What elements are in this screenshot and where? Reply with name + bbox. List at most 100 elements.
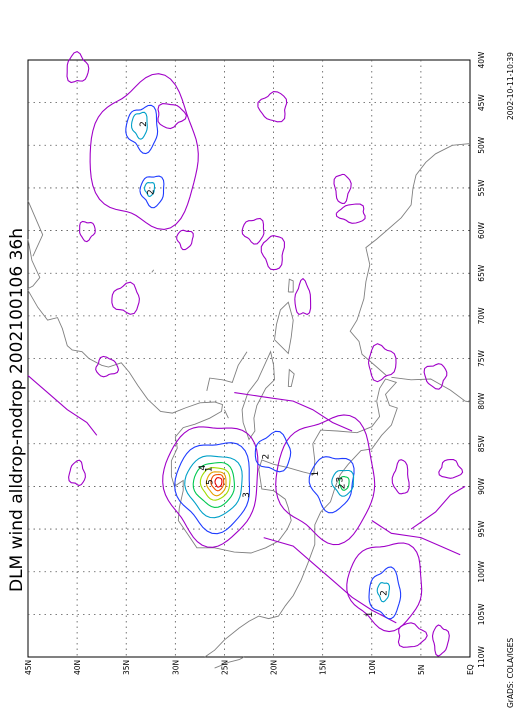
coastline xyxy=(27,143,471,669)
lat-tick-label: 20N xyxy=(270,660,279,675)
lon-tick-label: 80W xyxy=(477,392,486,410)
contour-value-label: 2 xyxy=(262,454,272,460)
contour-line xyxy=(210,473,225,492)
contour-value-label: 1 xyxy=(205,467,215,473)
contour-line xyxy=(275,414,376,546)
contour-line xyxy=(68,459,86,487)
contour-line xyxy=(199,467,231,501)
contour-line xyxy=(157,103,187,130)
contour-line xyxy=(346,542,423,633)
lat-tick-label: EQ xyxy=(466,664,475,675)
contour-line xyxy=(431,624,450,657)
contour-line xyxy=(376,582,390,603)
coastline-segment xyxy=(223,409,229,419)
contour-line xyxy=(162,426,259,548)
contour-value-label: 1 xyxy=(311,471,321,477)
contour-line xyxy=(241,217,265,245)
contour-value-label: 4 xyxy=(198,465,208,471)
contour-line xyxy=(174,442,251,535)
contour-line xyxy=(89,73,199,230)
lon-tick-label: 75W xyxy=(477,349,486,367)
contour-line xyxy=(260,235,285,271)
contour-line xyxy=(335,203,366,224)
contour-value-label: 1 xyxy=(365,612,375,618)
contour-line xyxy=(27,375,98,436)
contour-line xyxy=(257,91,288,123)
coastline-segment xyxy=(27,200,44,257)
coastline-segment xyxy=(151,269,155,273)
contour-line xyxy=(192,461,235,508)
lon-tick-label: 55W xyxy=(477,179,486,197)
contour-line xyxy=(95,355,120,378)
contour-line xyxy=(367,343,397,383)
contour-line xyxy=(214,477,223,488)
contour-line xyxy=(308,456,355,514)
lon-tick-label: 85W xyxy=(477,435,486,453)
lat-tick-label: 10N xyxy=(368,660,377,675)
coastline-segment xyxy=(241,350,275,441)
lat-tick-label: 25N xyxy=(220,660,229,675)
map-title: DLM wind alldrop-nodrop 2002100106 36h xyxy=(7,228,27,592)
lat-tick-label: 45N xyxy=(24,660,33,675)
contour-line xyxy=(143,182,156,198)
latitude-labels: 45N 40N 35N 30N 25N 20N 15N 10N 5N EQ xyxy=(24,660,475,675)
wind-difference-contours xyxy=(27,50,466,657)
contour-value-label: 2 xyxy=(147,189,157,195)
coastline-segment xyxy=(214,656,245,669)
contour-value-label: 3 xyxy=(335,477,345,483)
contour-line xyxy=(79,220,96,243)
lon-tick-label: 45W xyxy=(477,94,486,112)
contour-line xyxy=(391,459,410,495)
contour-line xyxy=(184,455,243,519)
contour-line xyxy=(111,281,140,315)
lon-tick-label: 90W xyxy=(477,477,486,495)
lon-tick-label: 110W xyxy=(477,646,486,668)
contour-line xyxy=(125,104,159,155)
lon-tick-label: 70W xyxy=(477,307,486,325)
coastline-segment xyxy=(274,301,294,355)
contour-line xyxy=(234,392,353,432)
lat-tick-label: 40N xyxy=(73,660,82,675)
contour-line xyxy=(331,469,355,497)
contour-line xyxy=(176,229,194,251)
contour-line xyxy=(423,363,448,390)
lon-tick-label: 65W xyxy=(477,264,486,282)
contour-line xyxy=(371,520,461,556)
grid-lines xyxy=(28,60,470,657)
contour-value-label: 5 xyxy=(206,479,216,485)
coastline-segment xyxy=(287,278,294,293)
contour-value-label: 2 xyxy=(380,590,390,596)
lon-tick-label: 60W xyxy=(477,222,486,240)
coastline-segment xyxy=(27,239,41,289)
coastline-segment xyxy=(349,143,471,376)
coastline-segment xyxy=(391,376,471,403)
lat-tick-label: 35N xyxy=(122,660,131,675)
contour-value-label: 3 xyxy=(242,492,252,498)
contour-line xyxy=(410,485,466,530)
lon-tick-label: 95W xyxy=(477,520,486,538)
contour-line xyxy=(338,475,350,491)
credit-label: GrADS: COLA/IGES xyxy=(506,638,515,708)
contour-value-label: 2 xyxy=(139,121,149,127)
lat-tick-label: 5N xyxy=(417,665,426,675)
coastline-segment xyxy=(206,351,248,391)
lon-tick-label: 105W xyxy=(477,603,486,625)
lon-tick-label: 40W xyxy=(477,51,486,69)
lat-tick-label: 30N xyxy=(171,660,180,675)
contour-line xyxy=(397,622,428,648)
contour-line xyxy=(139,175,165,209)
coastline-segment xyxy=(27,290,398,658)
timestamp-label: 2002-10-11-10:39 xyxy=(506,52,515,120)
contour-line xyxy=(254,430,292,473)
lon-tick-label: 100W xyxy=(477,560,486,582)
contour-line xyxy=(263,537,397,624)
coastline-segment xyxy=(287,368,295,388)
contour-line xyxy=(438,458,464,479)
contour-line xyxy=(66,50,90,84)
contour-line xyxy=(130,111,148,140)
lat-tick-label: 15N xyxy=(319,660,328,675)
longitude-labels: 40W 45W 50W 55W 60W 65W 70W 75W 80W 85W 90W 95W 100W… xyxy=(477,51,486,668)
contour-line xyxy=(368,566,402,620)
